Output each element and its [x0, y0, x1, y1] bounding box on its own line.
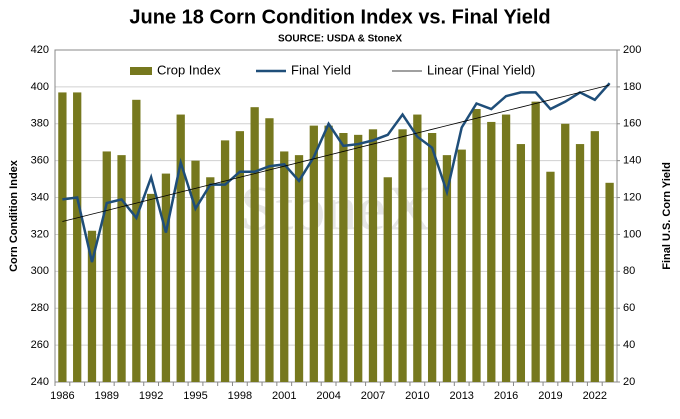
y-tick-label: 260	[31, 339, 49, 351]
y2-tick-label: 40	[623, 339, 635, 351]
y-tick-label: 240	[31, 376, 49, 388]
bar	[546, 171, 555, 382]
y-tick-label: 340	[31, 191, 49, 203]
bar	[368, 129, 378, 382]
y-tick-label: 300	[31, 265, 49, 277]
bar	[442, 155, 452, 382]
x-tick-label: 1998	[228, 390, 252, 402]
bar	[265, 118, 274, 382]
line	[62, 82, 611, 263]
y2-tick-label: 160	[623, 118, 641, 130]
bar	[324, 125, 333, 382]
bar	[132, 99, 141, 383]
y2-tick-label: 200	[623, 44, 641, 56]
bar	[161, 173, 171, 382]
x-tick-label: 2013	[449, 390, 473, 402]
bar	[191, 160, 200, 382]
y-tick-label: 280	[31, 302, 49, 314]
bar	[339, 133, 348, 382]
y-axis-label: Corn Condition Index	[8, 159, 20, 272]
legend-label: Final Yield	[291, 62, 351, 77]
y2-axis-label: Final U.S. Corn Yield	[661, 162, 673, 270]
x-tick-label: 2001	[272, 390, 296, 402]
bar	[146, 193, 156, 382]
bar	[354, 134, 363, 382]
x-tick-label: 1989	[95, 390, 119, 402]
y-tick-label: 320	[31, 228, 49, 240]
x-tick-label: 2004	[316, 390, 340, 402]
bar	[309, 125, 318, 382]
y2-tick-label: 60	[623, 302, 635, 314]
bar	[531, 101, 540, 383]
bar	[590, 131, 599, 382]
chart-title: June 18 Corn Condition Index vs. Final Y…	[129, 6, 550, 28]
y-tick-label: 400	[31, 81, 49, 93]
bar	[250, 107, 259, 382]
bar	[575, 144, 585, 382]
bar	[383, 177, 392, 382]
x-tick-label: 2010	[405, 390, 429, 402]
bar	[294, 155, 304, 382]
bar	[73, 92, 82, 382]
bar	[501, 114, 511, 383]
y2-tick-label: 80	[623, 265, 635, 277]
bar	[516, 144, 526, 382]
bar	[487, 121, 496, 382]
legend-label: Linear (Final Yield)	[427, 62, 535, 77]
bar	[457, 149, 466, 382]
y2-tick-label: 20	[623, 376, 635, 388]
bar	[472, 109, 481, 383]
x-tick-label: 2007	[361, 390, 385, 402]
line	[62, 84, 610, 222]
bar	[87, 230, 97, 382]
x-tick-label: 1995	[183, 390, 207, 402]
y2-tick-label: 100	[623, 228, 641, 240]
bar	[176, 114, 185, 383]
legend-swatch	[130, 67, 152, 75]
bar	[235, 131, 245, 382]
x-tick-label: 2022	[583, 390, 607, 402]
y-tick-label: 420	[31, 44, 49, 56]
bar	[413, 114, 422, 383]
bar	[561, 123, 570, 383]
bar	[102, 151, 111, 382]
y2-tick-label: 120	[623, 191, 641, 203]
x-tick-label: 1986	[50, 390, 74, 402]
y-tick-label: 380	[31, 118, 49, 130]
y2-tick-label: 180	[623, 81, 641, 93]
x-tick-label: 2019	[538, 390, 562, 402]
x-tick-label: 1992	[139, 390, 163, 402]
chart-subtitle: SOURCE: USDA & StoneX	[278, 34, 402, 45]
y2-tick-label: 140	[623, 155, 641, 167]
bar	[58, 92, 67, 382]
bar	[280, 151, 289, 382]
bar	[117, 155, 126, 382]
bar	[398, 129, 407, 382]
bar	[220, 140, 230, 382]
legend-label: Crop Index	[157, 62, 221, 77]
bar	[427, 133, 437, 382]
bar	[605, 182, 614, 382]
y-tick-label: 360	[31, 155, 49, 167]
bar	[206, 177, 215, 382]
x-tick-label: 2016	[494, 390, 518, 402]
